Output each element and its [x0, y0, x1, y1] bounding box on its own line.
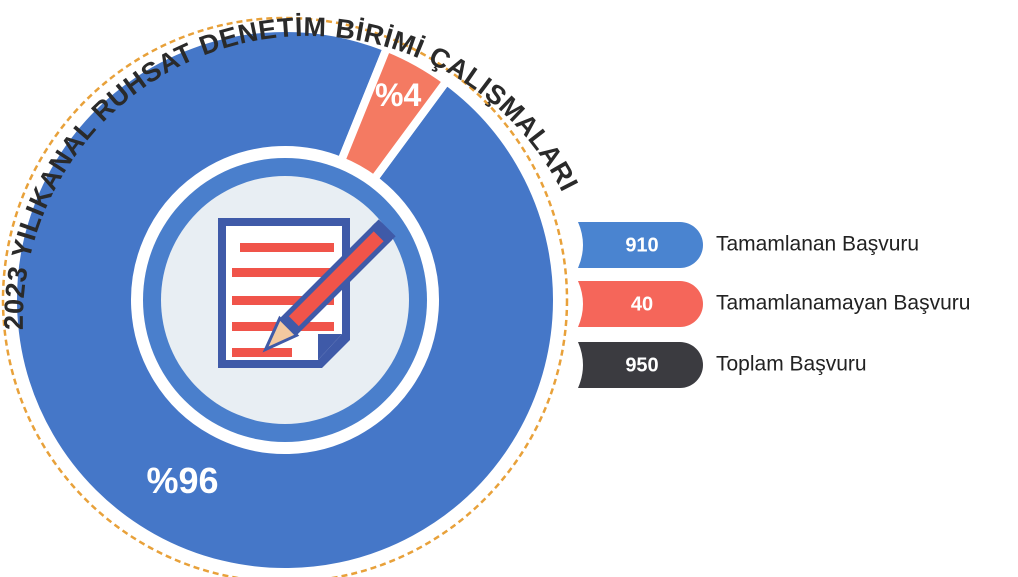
slice	[9, 24, 561, 576]
value-label: %96	[147, 460, 219, 501]
slice	[335, 42, 453, 185]
legend-count: 950	[625, 354, 658, 376]
dashed-ring	[1, 16, 569, 577]
legend-pill	[578, 281, 703, 327]
legend-label: Tamamlanan Başvuru	[716, 233, 919, 256]
legend-label: Tamamlanamayan Başvuru	[716, 292, 970, 315]
legend-pill	[578, 222, 703, 268]
document-icon	[218, 218, 396, 368]
legend-count: 40	[631, 293, 653, 315]
legend-pill	[578, 342, 703, 388]
value-label: %4	[375, 77, 421, 113]
legend-label: Toplam Başvuru	[716, 353, 867, 376]
legend-count: 910	[625, 234, 658, 256]
